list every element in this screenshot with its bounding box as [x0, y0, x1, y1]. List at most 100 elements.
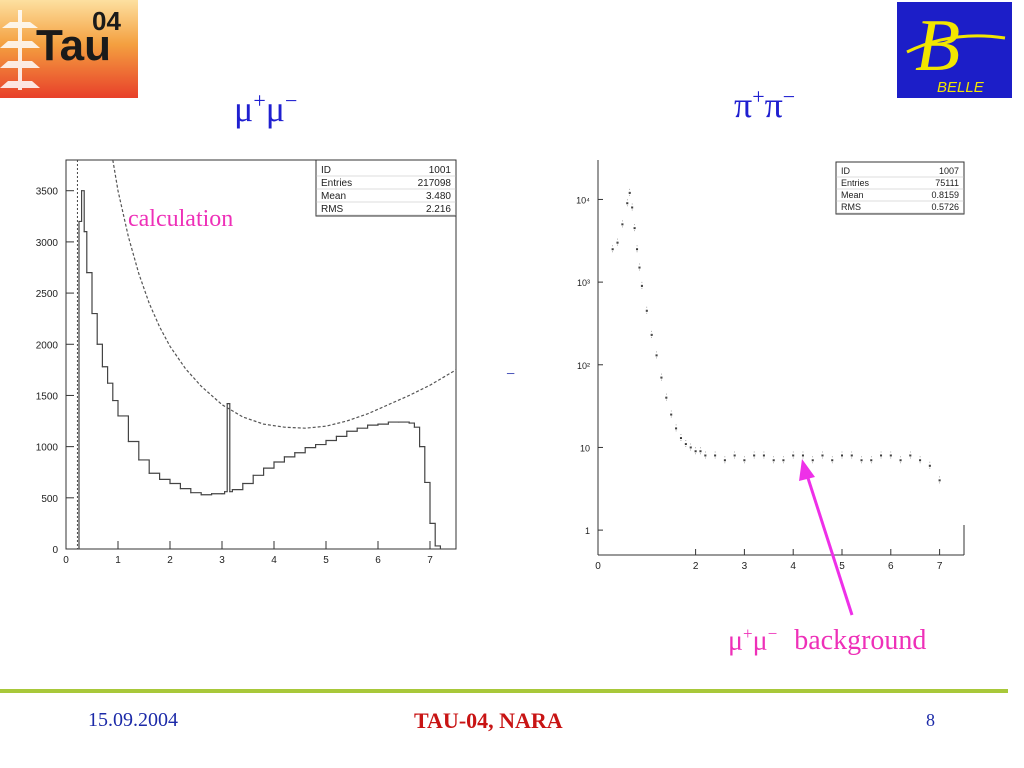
right-stats-key: Entries [841, 178, 870, 188]
left-histogram-point [81, 190, 83, 192]
left-histogram-point [367, 424, 369, 426]
left-stats-value: 217098 [418, 178, 452, 189]
left-histogram-point [273, 461, 275, 463]
right-xtick-label: 0 [595, 561, 601, 572]
right-stats-key: RMS [841, 202, 861, 212]
right-spectrum-point [638, 266, 641, 269]
left-histogram-point [78, 220, 80, 223]
left-histogram-point [226, 403, 228, 405]
left-histogram-point [377, 423, 379, 425]
left-ytick-label: 0 [52, 545, 58, 556]
pipi-histogram: 1 10 10² 10³ 10⁴ 0 2 3 4 5 6 7 ID 1007 Entries 75111 Mea… [560, 152, 980, 577]
left-histogram-point [242, 482, 244, 485]
left-histogram-point [190, 492, 192, 494]
right-stats-value: 0.8159 [931, 190, 959, 200]
left-histogram-point [127, 440, 129, 443]
right-stats-box [835, 161, 965, 215]
left-plot-frame [65, 159, 457, 550]
right-stats-value: 75111 [935, 178, 959, 188]
left-histogram-point [112, 399, 114, 402]
left-histogram-point [419, 446, 421, 448]
calculation-label: calculation [128, 206, 234, 232]
left-ytick-label: 1500 [36, 391, 59, 402]
left-ytick-label: 3000 [36, 238, 59, 249]
left-stats-key: Mean [321, 191, 346, 202]
right-xtick-label: 6 [888, 561, 894, 572]
left-xtick-label: 0 [63, 555, 69, 566]
right-ytick-label: 10² [577, 361, 590, 371]
right-stats-value: 1007 [939, 166, 959, 176]
left-histogram-point [200, 494, 202, 496]
left-histogram-point [283, 456, 285, 458]
left-histogram-point [346, 430, 348, 432]
left-histogram-point [356, 427, 358, 429]
left-histogram-point [229, 491, 231, 493]
left-histogram-point [429, 522, 431, 525]
left-stats-key: RMS [321, 204, 344, 215]
right-spectrum-point [611, 248, 614, 251]
left-xtick-label: 7 [427, 555, 433, 566]
tau-logo-year: 04 [92, 6, 121, 36]
left-histogram-point [413, 426, 415, 428]
left-histogram-point [83, 231, 85, 233]
left-stats-key: Entries [321, 178, 352, 189]
left-xtick-label: 5 [323, 555, 329, 566]
left-histogram-point [424, 481, 426, 484]
left-histogram-point [231, 489, 233, 491]
left-histogram-point [398, 421, 400, 423]
left-histogram-point [138, 459, 140, 461]
footer-divider [0, 689, 1008, 693]
right-ytick-label: 10⁴ [576, 195, 590, 205]
left-histogram-point [101, 366, 103, 368]
right-xtick-label: 3 [742, 561, 748, 572]
right-stats-value: 0.5726 [931, 202, 959, 212]
left-histogram-point [252, 474, 254, 476]
tau-logo-text: Tau [36, 21, 111, 70]
tau04-logo: Tau 04 [0, 0, 138, 98]
left-stats-value: 1001 [429, 165, 452, 176]
right-ytick-label: 1 [585, 526, 590, 536]
left-histogram-point [408, 422, 410, 424]
belle-logo-word: BELLE [937, 79, 985, 96]
background-arrow [799, 459, 854, 616]
belle-logo: B BELLE [897, 2, 1012, 98]
right-xtick-label: 2 [693, 561, 699, 572]
right-ytick-label: 10³ [577, 278, 590, 288]
left-ytick-label: 3500 [36, 187, 59, 198]
right-spectrum-point [631, 206, 634, 209]
left-histogram-point [148, 472, 150, 474]
right-xtick-label: 5 [839, 561, 845, 572]
left-histogram-point [117, 415, 119, 417]
left-histogram-point [387, 421, 389, 423]
left-histogram-point [434, 545, 436, 547]
left-stats-value: 3.480 [426, 191, 451, 202]
left-xtick-label: 4 [271, 555, 277, 566]
mumu-histogram: 0 500 1000 1500 2000 2500 3000 3500 0 1 2 3 4 5 6 7 ID 10… [20, 150, 470, 575]
left-histogram-point [325, 439, 327, 442]
left-histogram-point [96, 343, 98, 345]
left-xtick-label: 2 [167, 555, 173, 566]
left-histogram-series [78, 190, 441, 549]
title-mumu: μ+μ− [234, 88, 298, 129]
left-histogram-point [294, 452, 296, 454]
right-stats-key: Mean [841, 190, 864, 200]
left-histogram-point [211, 493, 213, 495]
title-pipi: π+π− [734, 84, 796, 125]
right-xtick-label: 7 [937, 561, 943, 572]
left-histogram-point [304, 447, 306, 449]
left-histogram-point [91, 312, 93, 315]
page-number: 8 [926, 710, 935, 730]
left-histogram-point [439, 548, 441, 550]
left-stats-key: ID [321, 165, 331, 176]
right-spectrum-point [636, 248, 639, 251]
left-xtick-label: 3 [219, 555, 225, 566]
left-histogram-point [263, 467, 265, 469]
left-calculation-series [112, 159, 457, 429]
left-histogram-point [107, 382, 109, 384]
left-ytick-label: 2500 [36, 289, 59, 300]
left-histogram-point [221, 493, 223, 495]
left-histogram-point [335, 435, 337, 437]
left-stats-value: 2.216 [426, 204, 451, 215]
left-histogram-point [159, 478, 161, 480]
footer-conference: TAU-04, NARA [414, 708, 563, 733]
